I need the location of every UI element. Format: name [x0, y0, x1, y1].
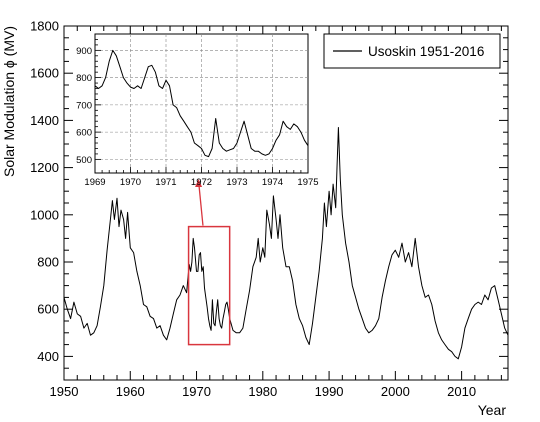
inset-y-tick-label: 500 [76, 155, 92, 166]
x-axis-title: Year [478, 402, 507, 418]
x-tick-label: 2000 [381, 384, 410, 399]
main-axis-ticks: 1950 1960 1970 1980 1990 2000 2010 400 600 800 100… [30, 19, 508, 399]
inset-series-group [94, 49, 309, 158]
highlight-arrow [198, 184, 204, 226]
inset-x-tick-label: 1974 [262, 177, 283, 188]
inset-x-tick-label: 1969 [84, 177, 105, 188]
inset-x-tick-label: 1975 [297, 177, 318, 188]
y-tick-label: 1200 [30, 160, 59, 175]
x-tick-label: 1960 [116, 384, 145, 399]
legend: Usoskin 1951-2016 [323, 33, 501, 69]
inset-x-tick-label: 1971 [155, 177, 176, 188]
inset-x-tick-label: 1972 [191, 177, 212, 188]
x-tick-label: 1950 [50, 384, 79, 399]
inset-y-tick-label: 600 [76, 128, 92, 139]
y-tick-label: 1400 [30, 113, 59, 128]
x-tick-label: 1970 [182, 384, 211, 399]
inset-panel: 1969 1970 1971 1972 1973 1974 1975 500 600 700 800… [76, 33, 319, 188]
y-tick-label: 1800 [30, 19, 59, 34]
series-line-usoskin [63, 127, 509, 360]
highlight-box [187, 225, 231, 346]
x-tick-label: 1980 [248, 384, 277, 399]
y-tick-label: 1600 [30, 66, 59, 81]
y-axis-title: Solar Modulation ϕ (MV) [1, 26, 17, 177]
inset-y-tick-label: 900 [76, 46, 92, 57]
inset-y-tick-label: 700 [76, 100, 92, 111]
inset-y-tick-label: 800 [76, 73, 92, 84]
y-tick-label: 1000 [30, 207, 59, 222]
inset-axis-ticks: 1969 1970 1971 1972 1973 1974 1975 500 600 700 800… [76, 33, 319, 188]
legend-entry-label: Usoskin 1951-2016 [368, 44, 484, 59]
main-series-group [63, 127, 509, 360]
inset-grid [95, 34, 308, 173]
inset-x-tick-label: 1970 [120, 177, 141, 188]
y-tick-label: 600 [37, 302, 59, 317]
inset-series-line [94, 49, 309, 158]
y-tick-label: 800 [37, 255, 59, 270]
x-tick-label: 1990 [315, 384, 344, 399]
x-tick-label: 2010 [447, 384, 476, 399]
y-tick-label: 400 [37, 349, 59, 364]
highlight-arrowhead [195, 179, 203, 187]
inset-x-tick-label: 1973 [226, 177, 247, 188]
